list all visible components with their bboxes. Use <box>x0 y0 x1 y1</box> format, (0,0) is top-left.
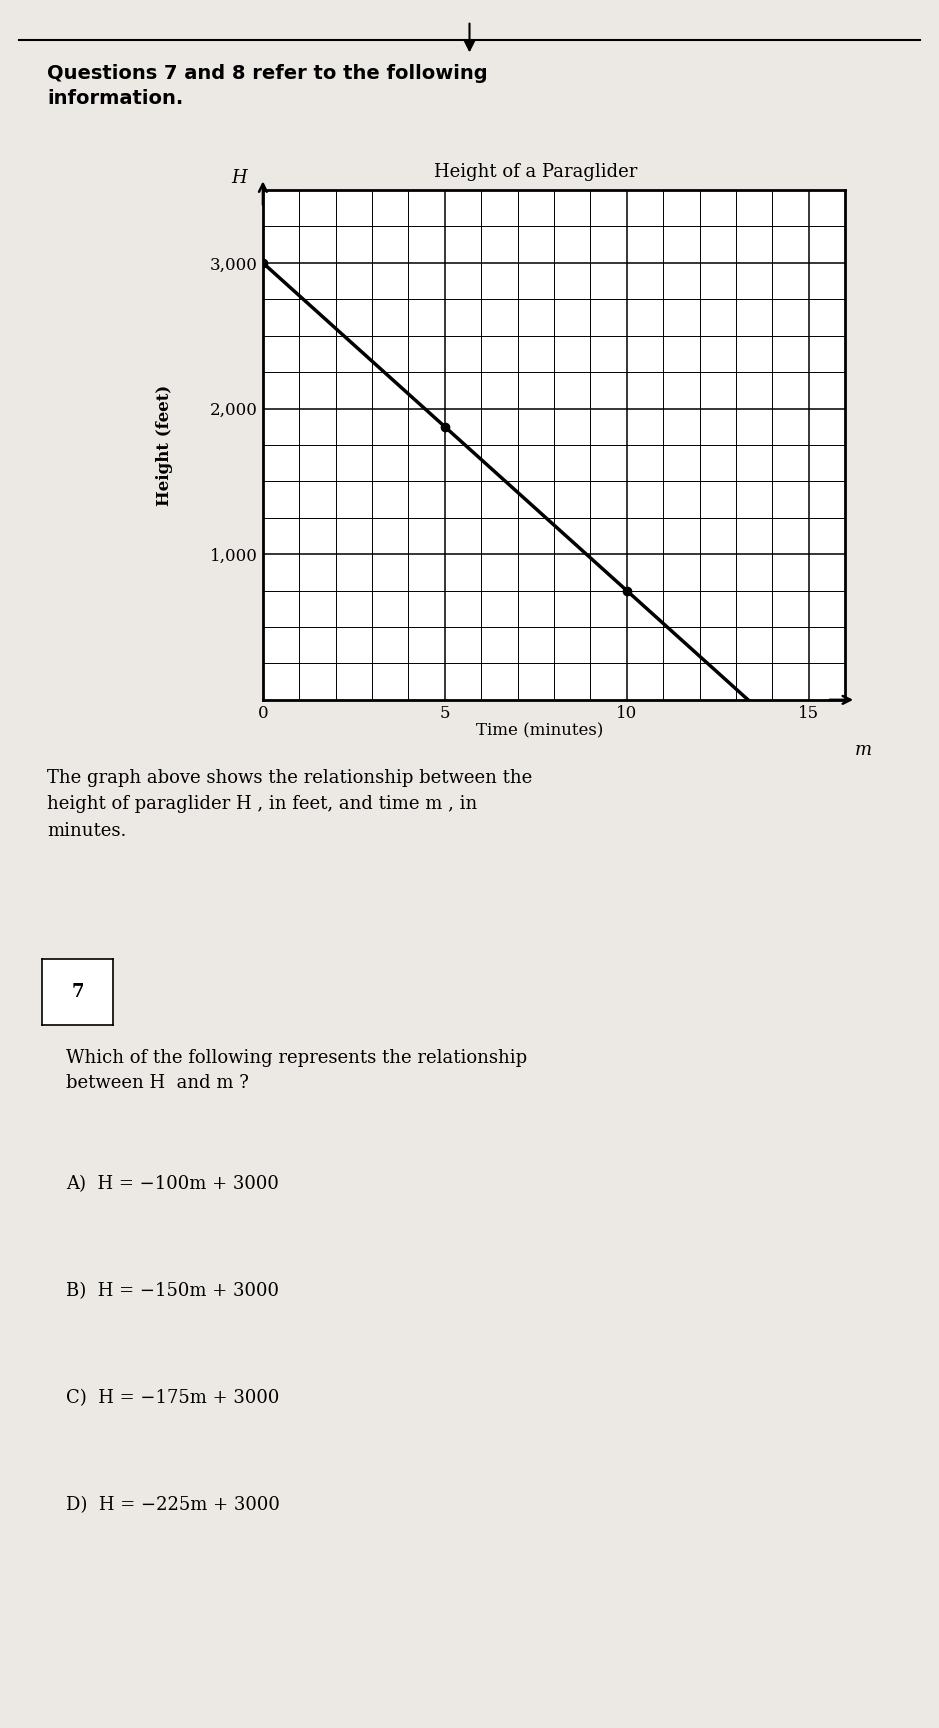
Text: H: H <box>232 169 247 187</box>
Text: Which of the following represents the relationship
between H  and m ?: Which of the following represents the re… <box>66 1049 527 1092</box>
Text: A)  H = −100m + 3000: A) H = −100m + 3000 <box>66 1175 279 1192</box>
Text: 7: 7 <box>71 983 84 1001</box>
Text: Height of a Paraglider: Height of a Paraglider <box>434 164 637 181</box>
Text: The graph above shows the relationship between the
height of paraglider H , in f: The graph above shows the relationship b… <box>47 769 532 840</box>
Text: B)  H = −150m + 3000: B) H = −150m + 3000 <box>66 1282 279 1299</box>
Text: Time (minutes): Time (minutes) <box>476 722 604 740</box>
Text: C)  H = −175m + 3000: C) H = −175m + 3000 <box>66 1389 279 1407</box>
Text: m: m <box>854 741 871 759</box>
Text: Height (feet): Height (feet) <box>156 385 173 506</box>
Text: D)  H = −225m + 3000: D) H = −225m + 3000 <box>66 1496 280 1514</box>
Text: Questions 7 and 8 refer to the following
information.: Questions 7 and 8 refer to the following… <box>47 64 487 107</box>
